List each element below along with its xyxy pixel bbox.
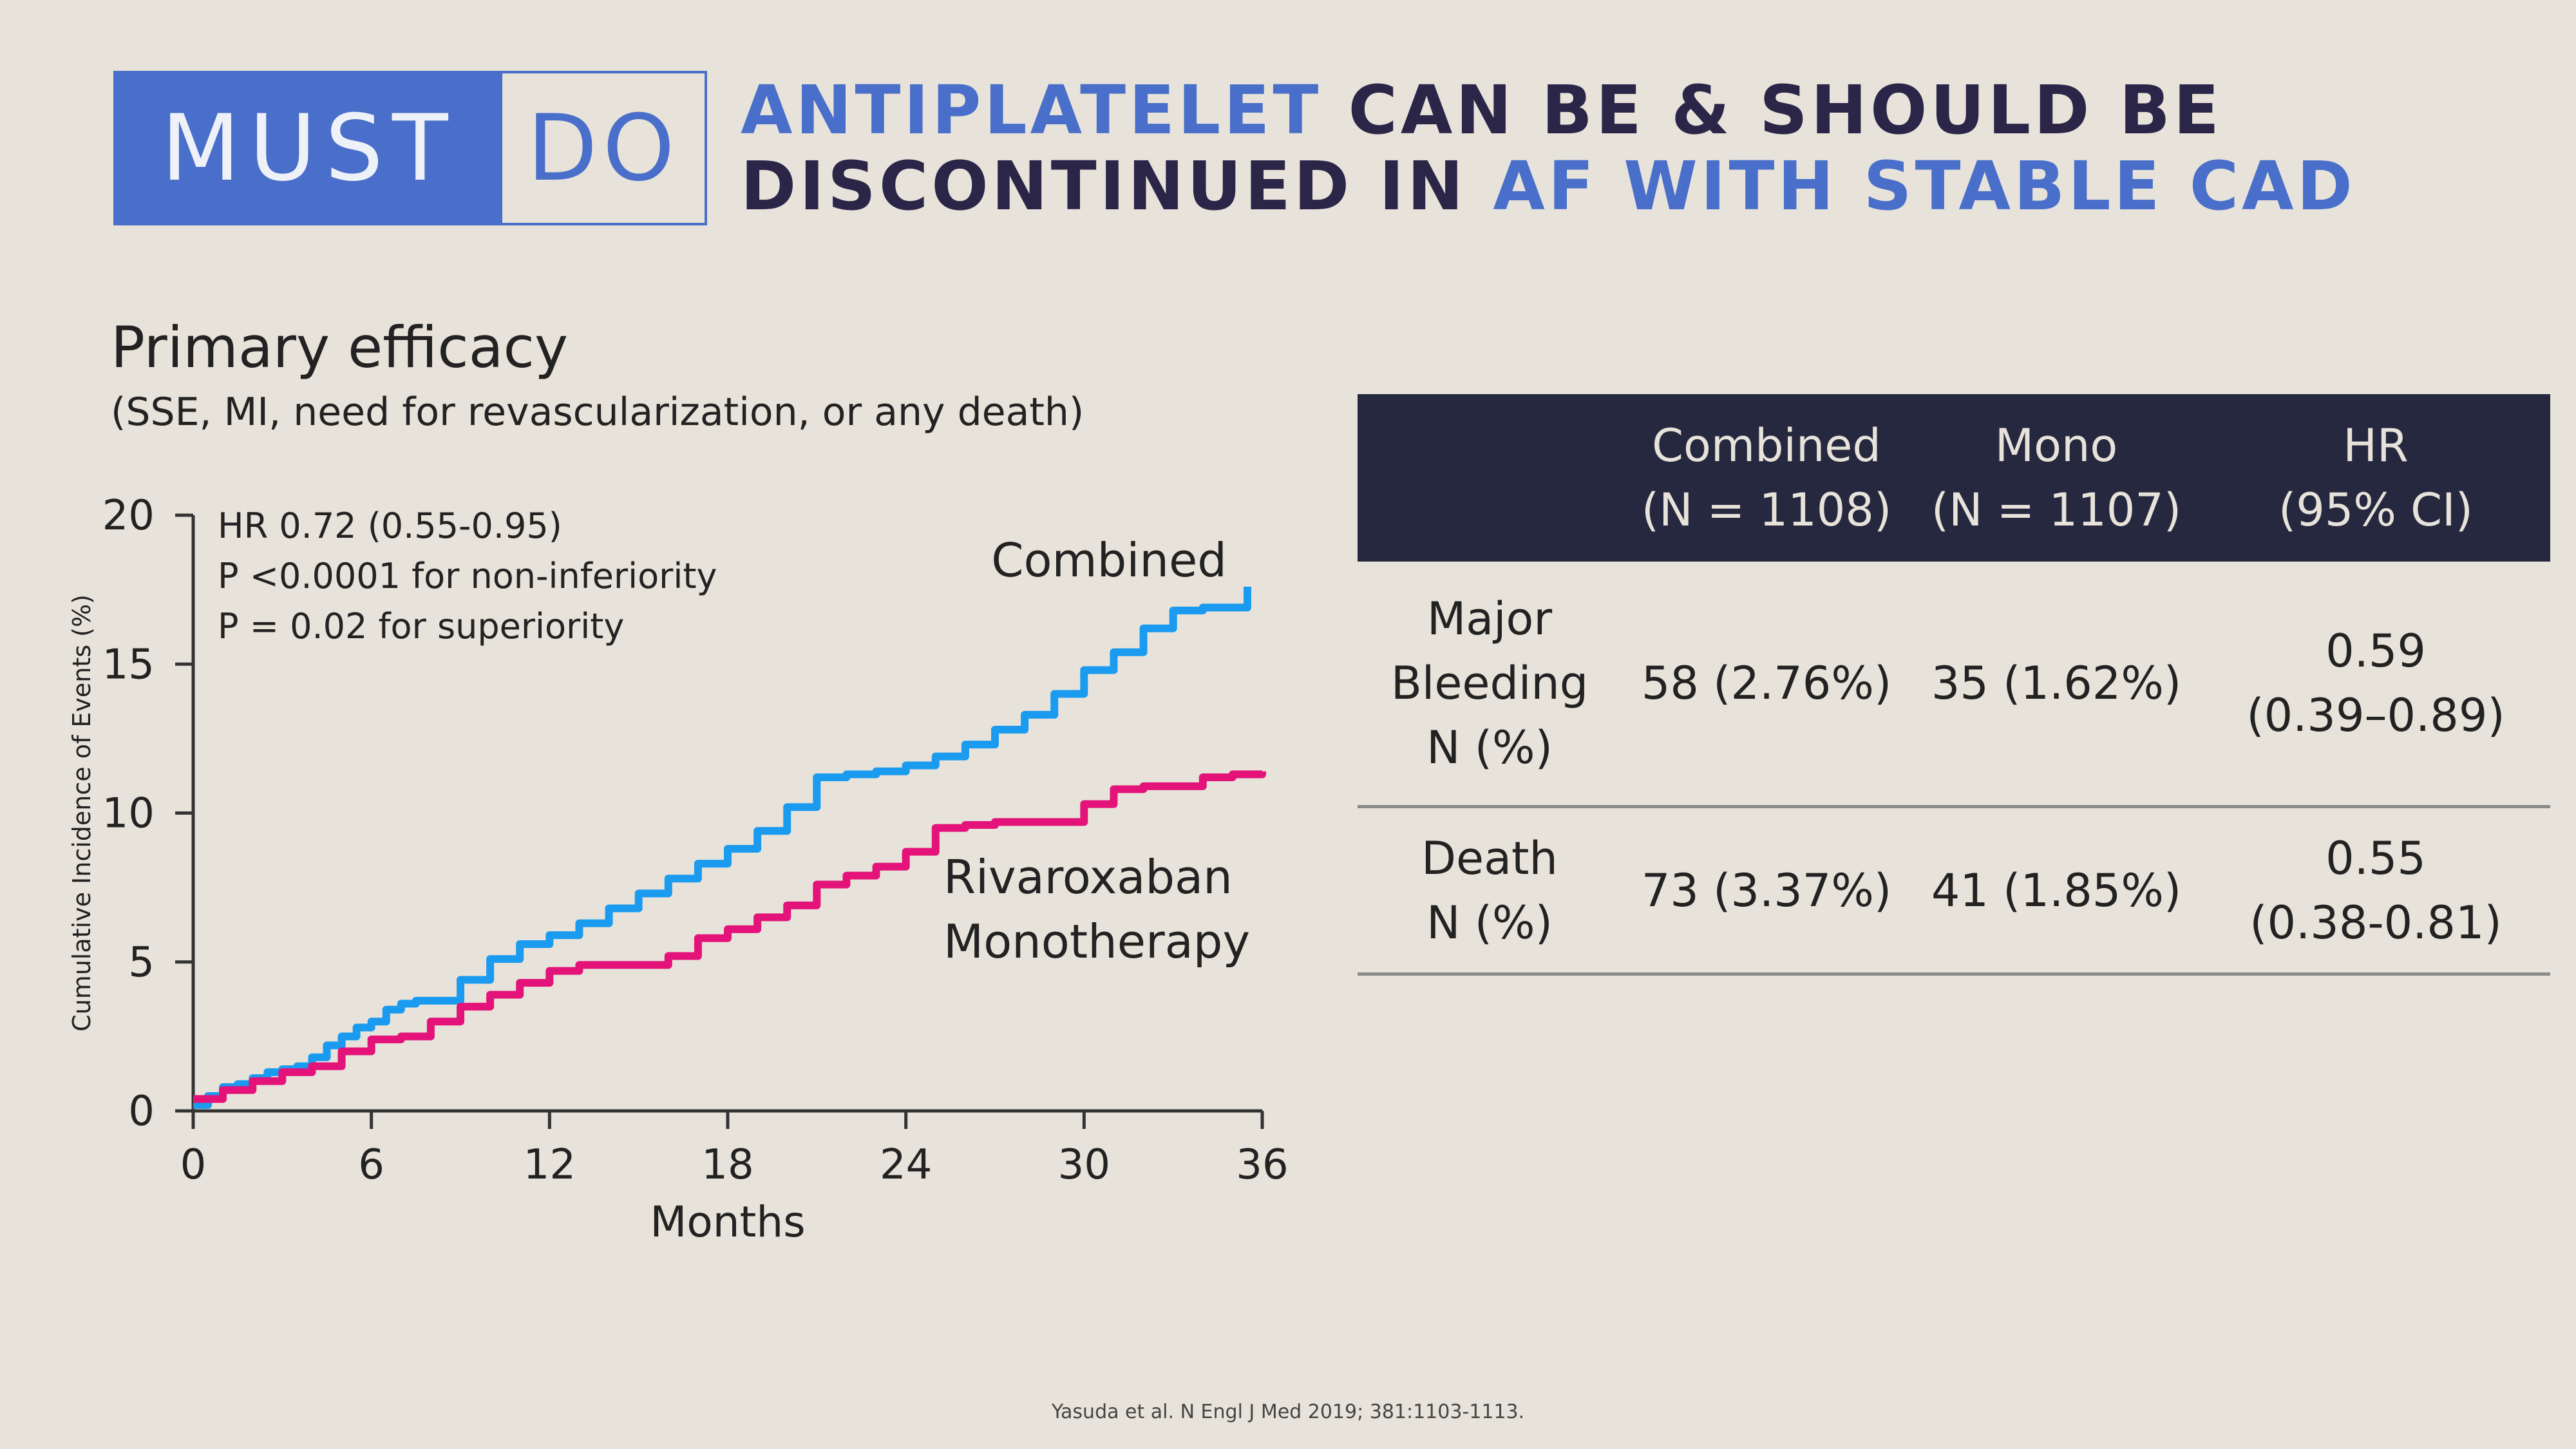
header-mono-name: Mono <box>1994 419 2118 472</box>
header-hr-name: HR <box>2343 419 2409 472</box>
citation: Yasuda et al. N Engl J Med 2019; 381:110… <box>1051 1401 1525 1423</box>
chart-axes <box>191 515 1262 1113</box>
x-tick-label: 0 <box>180 1141 207 1189</box>
combined-series-line <box>193 587 1251 1109</box>
y-tick-label: 20 <box>102 492 155 540</box>
row-label: Major Bleeding N (%) <box>1358 587 1622 780</box>
headline-text-2: DISCONTINUED IN <box>741 147 1493 225</box>
table-row: Major Bleeding N (%) 58 (2.76%) 35 (1.62… <box>1358 562 2550 808</box>
chart-labels: Months Cumulative Incidence of Events (%)… <box>68 506 1250 1247</box>
mono-series-label: Rivaroxaban <box>943 850 1233 904</box>
cell-hr-value: 0.59 <box>2325 625 2426 677</box>
y-tick-label: 5 <box>128 939 155 987</box>
y-axis-label: Cumulative Incidence of Events (%) <box>68 594 96 1032</box>
headline-highlight-1: ANTIPLATELET <box>741 71 1322 149</box>
section-subtitle: (SSE, MI, need for revascularization, or… <box>111 390 1084 435</box>
row-label-line: Bleeding <box>1390 657 1589 710</box>
mono-series-label: Monotherapy <box>943 914 1250 969</box>
row-label-line: Death <box>1421 831 1558 885</box>
kaplan-meier-chart: 0 6 12 18 24 30 36 0 5 10 15 20 Months Cumulative In… <box>68 492 1289 1247</box>
cell-hr-value: 0.55 <box>2325 831 2426 885</box>
headline: ANTIPLATELET CAN BE & SHOULD BE DISCONTI… <box>741 72 2557 224</box>
results-table: Combined (N = 1108) Mono (N = 1107) HR (… <box>1358 394 2550 976</box>
header-combined-name: Combined <box>1652 419 1881 472</box>
x-tick-label: 36 <box>1236 1141 1288 1189</box>
header-hr-ci: (95% CI) <box>2278 484 2473 536</box>
header-combined: Combined (N = 1108) <box>1622 413 1911 542</box>
y-tick-label: 0 <box>128 1088 155 1135</box>
x-tick-label: 6 <box>358 1141 384 1189</box>
annotation-text: P <0.0001 for non-inferiority <box>218 556 717 596</box>
x-tick-label: 12 <box>524 1141 576 1189</box>
cell-hr-ci: (0.38-0.81) <box>2249 896 2502 949</box>
row-label: Death N (%) <box>1358 826 1622 955</box>
must-do-badge: MUST DO <box>113 71 707 225</box>
row-label-line: Major <box>1426 592 1553 645</box>
combined-series-label: Combined <box>991 533 1227 587</box>
cell-hr: 0.59 (0.39–0.89) <box>2201 619 2550 748</box>
header-mono: Mono (N = 1107) <box>1911 413 2201 542</box>
headline-highlight-2: AF WITH STABLE CAD <box>1493 147 2356 225</box>
chart-lines <box>193 587 1266 1109</box>
row-label-line: N (%) <box>1426 896 1553 949</box>
x-axis-label: Months <box>650 1197 805 1247</box>
mono-series-line <box>193 770 1266 1103</box>
annotation-text: P = 0.02 for superiority <box>218 606 624 647</box>
headline-text-1: CAN BE & SHOULD BE <box>1321 71 2222 149</box>
table-header: Combined (N = 1108) Mono (N = 1107) HR (… <box>1358 394 2550 562</box>
badge-must: MUST <box>116 73 502 223</box>
row-label-line: N (%) <box>1426 721 1553 774</box>
chart-ticks: 0 6 12 18 24 30 36 0 5 10 15 20 <box>102 492 1289 1189</box>
annotation-text: HR 0.72 (0.55-0.95) <box>218 506 562 546</box>
cell-hr: 0.55 (0.38-0.81) <box>2201 826 2550 955</box>
header-combined-n: (N = 1108) <box>1641 484 1892 536</box>
cell-combined: 73 (3.37%) <box>1641 864 1892 917</box>
badge-do: DO <box>502 73 705 223</box>
y-tick-label: 10 <box>102 790 155 838</box>
x-tick-label: 24 <box>880 1141 932 1189</box>
x-tick-label: 18 <box>701 1141 753 1189</box>
headline-line-1: ANTIPLATELET CAN BE & SHOULD BE <box>741 72 2557 148</box>
header-mono-n: (N = 1107) <box>1931 484 2182 536</box>
cell-combined: 58 (2.76%) <box>1641 657 1892 710</box>
headline-line-2: DISCONTINUED IN AF WITH STABLE CAD <box>741 148 2557 224</box>
cell-mono: 41 (1.85%) <box>1931 864 2182 917</box>
header-hr: HR (95% CI) <box>2201 413 2550 542</box>
table-row: Death N (%) 73 (3.37%) 41 (1.85%) 0.55 (… <box>1358 808 2550 976</box>
y-tick-label: 15 <box>102 641 155 688</box>
cell-mono: 35 (1.62%) <box>1931 657 2182 710</box>
section-title: Primary efficacy <box>111 314 569 381</box>
x-tick-label: 30 <box>1058 1141 1110 1189</box>
cell-hr-ci: (0.39–0.89) <box>2246 689 2505 742</box>
